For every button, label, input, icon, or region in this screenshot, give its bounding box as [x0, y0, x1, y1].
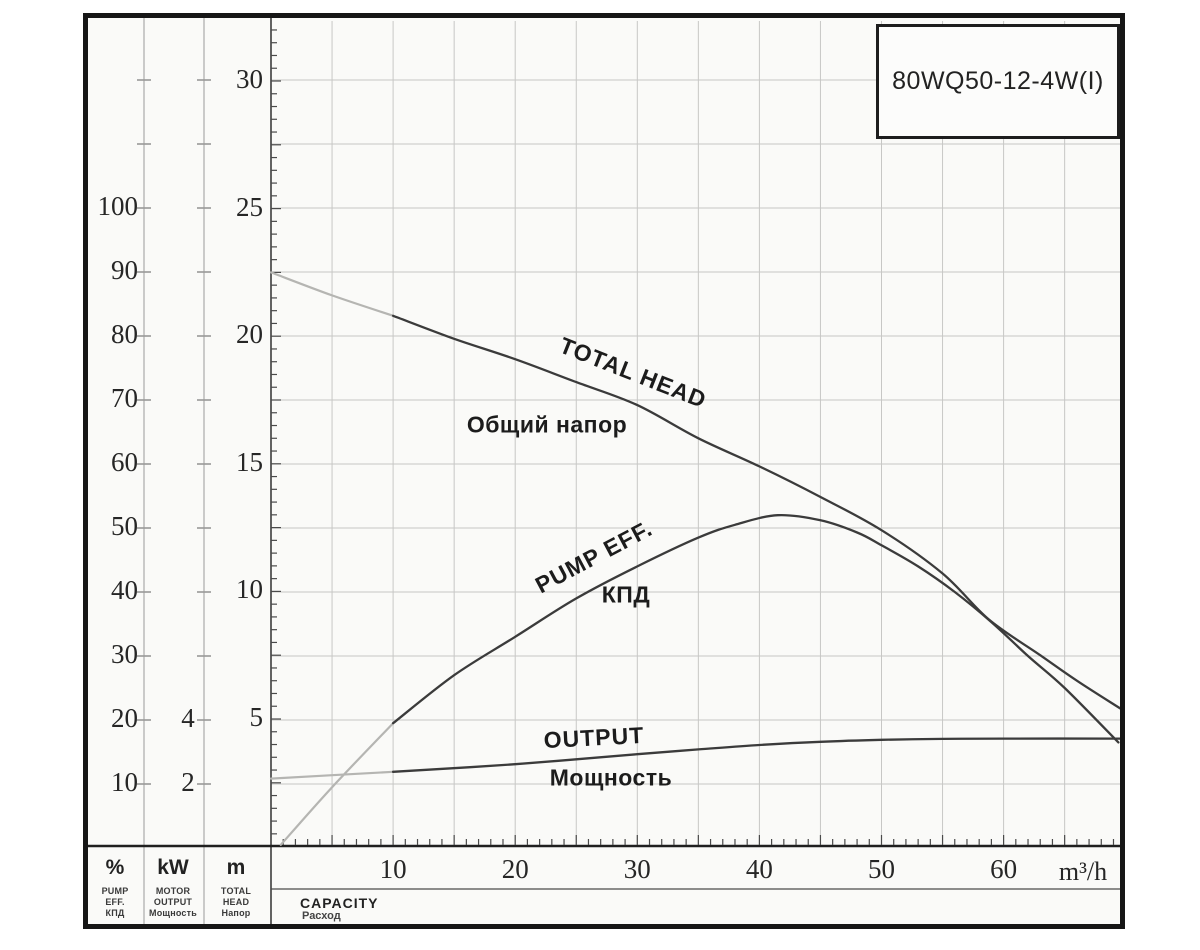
- axis-tick-label: 60: [111, 447, 138, 477]
- capacity-label-en: CAPACITY: [300, 895, 379, 911]
- axis-tick-label: 20: [236, 319, 263, 350]
- curve: [269, 770, 395, 780]
- output-label-ru: Мощность: [549, 764, 673, 791]
- axis-tick-label: 5: [249, 702, 264, 732]
- axis-tick-label: 25: [236, 191, 263, 222]
- axis-tick-label: 15: [236, 446, 263, 477]
- capacity-unit-label: m³/h: [1058, 857, 1108, 886]
- axis-tick-label: 40: [111, 575, 138, 605]
- axis-tick-label: 100: [97, 191, 139, 221]
- axis-tick-label: 10: [379, 854, 407, 884]
- curve: [279, 722, 395, 846]
- curve: [269, 271, 395, 317]
- axis-tick-label: 30: [111, 639, 138, 669]
- capacity-label-ru: Расход: [302, 910, 341, 922]
- axis-tick-label: 70: [111, 383, 138, 413]
- total-head-label-ru: Общий напор: [466, 411, 628, 438]
- axis-tick-label: 10: [236, 574, 263, 605]
- model-title-box: 80WQ50-12-4W(I): [876, 24, 1120, 139]
- power-legend: MOTOR OUTPUT Мощность: [149, 886, 197, 918]
- head-unit: m: [226, 856, 246, 879]
- axis-tick-label: 30: [236, 64, 263, 94]
- model-number: 80WQ50-12-4W(I): [892, 67, 1104, 95]
- curve-%: [391, 513, 1120, 744]
- power-unit: kW: [157, 856, 189, 879]
- head-legend: TOTAL HEAD Напор: [220, 886, 252, 918]
- axis-tick-label: 80: [111, 319, 138, 349]
- chart-canvas: [88, 18, 1120, 924]
- curve-m: [391, 314, 1120, 710]
- efficiency-unit: %: [105, 856, 125, 879]
- axis-tick-label: 50: [111, 511, 138, 541]
- axis-tick-label: 50: [868, 854, 895, 884]
- axis-tick-label: 4: [181, 703, 195, 733]
- pump-performance-chart: 80WQ50-12-4W(I) 100 90 80 70 60 50 40 30 20 10 4 2…: [83, 13, 1125, 929]
- axis-tick-label: 90: [111, 255, 138, 285]
- pump-eff-label-ru: КПД: [601, 581, 651, 608]
- axis-tick-label: 60: [990, 854, 1018, 884]
- curve-kW: [391, 737, 1120, 773]
- axis-tick-label: 20: [501, 854, 529, 884]
- axis-tick-label: 10: [111, 767, 138, 797]
- efficiency-legend: PUMP EFF. КПД: [101, 886, 129, 918]
- axis-tick-label: 20: [111, 703, 138, 733]
- axis-tick-label: 30: [623, 854, 651, 884]
- output-label-en: OUTPUT: [543, 721, 645, 754]
- axis-tick-label: 2: [181, 767, 195, 797]
- axis-tick-label: 40: [745, 854, 773, 884]
